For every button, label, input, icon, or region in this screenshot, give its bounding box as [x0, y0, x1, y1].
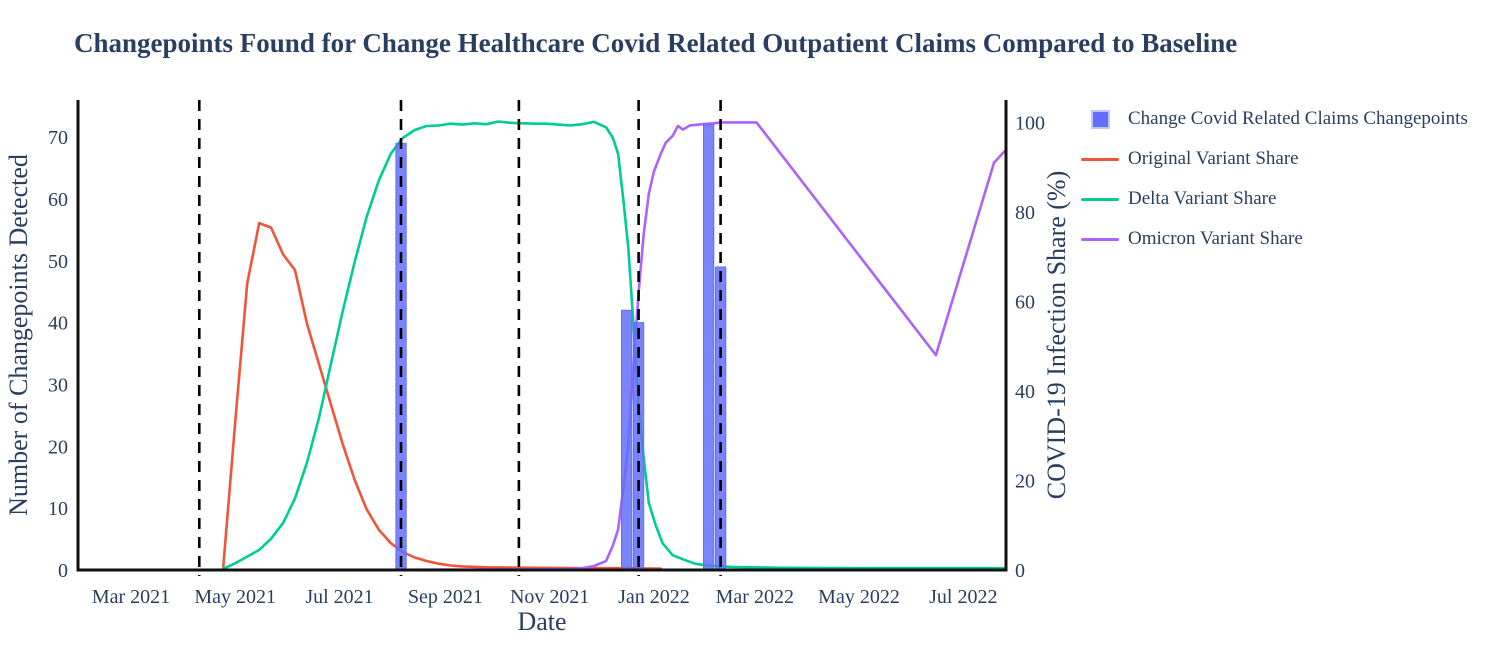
changepoint-bar[interactable]: [703, 124, 715, 571]
changepoints-square-icon: [1081, 109, 1119, 129]
y-left-tick-label: 10: [48, 498, 68, 520]
x-tick-label: May 2021: [194, 586, 276, 608]
x-tick-label: Sep 2021: [408, 586, 483, 608]
x-tick-label: Mar 2022: [716, 586, 794, 608]
y-left-tick-label: 0: [58, 560, 68, 582]
original-variant-line-icon: [1081, 157, 1119, 161]
y-left-tick-label: 50: [48, 251, 68, 273]
legend-item-changepoints[interactable]: Change Covid Related Claims Changepoints: [1081, 99, 1468, 139]
omicron-variant-line-icon: [1081, 237, 1119, 241]
x-tick-label: May 2022: [818, 586, 900, 608]
y-right-tick-label: 40: [1015, 381, 1035, 403]
y-left-tick-label: 60: [48, 189, 68, 211]
changepoint-bar[interactable]: [621, 309, 633, 571]
y-left-tick-label: 20: [48, 436, 68, 458]
legend-label: Change Covid Related Claims Changepoints: [1128, 108, 1468, 129]
legend: Change Covid Related Claims Changepoints…: [1081, 99, 1468, 259]
legend-label: Original Variant Share: [1128, 148, 1299, 169]
legend-item-omicron-variant[interactable]: Omicron Variant Share: [1081, 219, 1468, 259]
legend-item-original-variant[interactable]: Original Variant Share: [1081, 139, 1468, 179]
legend-item-delta-variant[interactable]: Delta Variant Share: [1081, 179, 1468, 219]
x-tick-label: Jul 2021: [305, 586, 373, 608]
legend-label: Delta Variant Share: [1128, 188, 1277, 209]
y-right-axis-title: COVID-19 Infection Share (%): [1042, 171, 1071, 500]
x-axis-title: Date: [517, 607, 566, 636]
x-tick-label: Mar 2021: [92, 586, 170, 608]
y-right-tick-label: 80: [1015, 202, 1035, 224]
x-tick-label: Jan 2022: [618, 586, 690, 608]
y-left-tick-label: 70: [48, 127, 68, 149]
y-left-tick-label: 30: [48, 375, 68, 397]
y-left-axis-title: Number of Changepoints Detected: [4, 154, 33, 516]
y-right-tick-label: 20: [1015, 471, 1035, 493]
y-right-tick-label: 60: [1015, 291, 1035, 313]
y-left-tick-label: 40: [48, 313, 68, 335]
original-variant-line[interactable]: [222, 221, 663, 571]
delta-variant-line-icon: [1081, 197, 1119, 201]
y-right-tick-label: 100: [1015, 112, 1045, 134]
x-tick-label: Jul 2022: [929, 586, 997, 608]
x-tick-label: Nov 2021: [510, 586, 589, 608]
omicron-variant-line[interactable]: [76, 121, 1006, 572]
chart-title: Changepoints Found for Change Healthcare…: [74, 28, 1238, 58]
y-right-tick-label: 0: [1015, 560, 1025, 582]
delta-variant-line[interactable]: [222, 120, 1006, 571]
legend-label: Omicron Variant Share: [1128, 228, 1303, 249]
